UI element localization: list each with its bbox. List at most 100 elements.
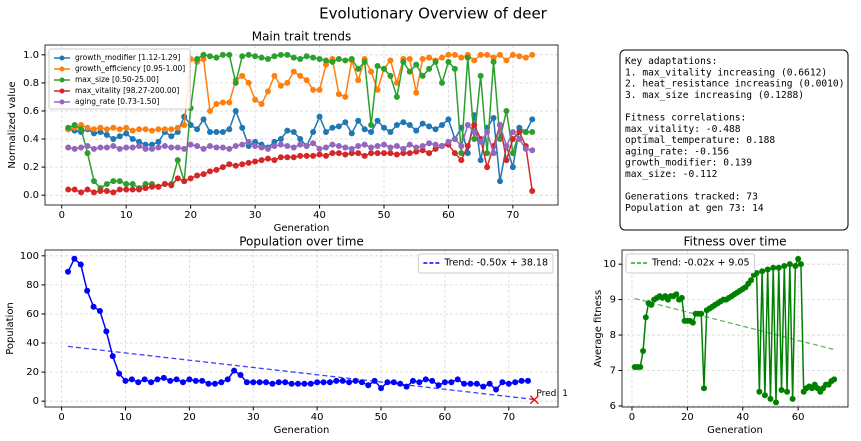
data-point [200, 56, 207, 63]
data-point [753, 270, 760, 277]
data-point [245, 79, 252, 86]
data-point [413, 144, 420, 151]
data-point [380, 65, 387, 72]
data-point [297, 152, 304, 159]
data-point [339, 377, 346, 384]
data-point [329, 124, 336, 131]
data-point [84, 186, 91, 193]
data-point [342, 144, 349, 151]
data-point [264, 145, 271, 152]
info-line: Population at gen 73: 14 [625, 203, 764, 214]
y-tick-label: 10 [603, 259, 616, 270]
data-point [135, 379, 142, 386]
data-point [400, 58, 407, 65]
data-point [275, 379, 282, 386]
y-tick-label: 20 [26, 367, 39, 378]
prediction-label: Pred: 1 [536, 389, 568, 399]
data-point [426, 123, 433, 130]
data-point [438, 143, 445, 150]
data-point [303, 152, 310, 159]
data-point [174, 129, 181, 136]
axes-frame [44, 249, 559, 408]
data-point [461, 380, 468, 387]
data-point [148, 145, 155, 152]
data-point [129, 144, 136, 151]
data-point [297, 141, 304, 148]
y-tick-label: 0.2 [23, 162, 39, 173]
data-point [335, 143, 342, 150]
data-point [355, 77, 362, 84]
data-point [237, 372, 244, 379]
data-point [290, 154, 297, 161]
data-point [368, 129, 375, 136]
y-tick-label: 0.8 [23, 78, 39, 89]
data-point [167, 377, 174, 384]
data-point [213, 144, 220, 151]
data-point [284, 154, 291, 161]
axes-frame [44, 44, 559, 206]
data-point [136, 138, 143, 145]
data-point [219, 99, 226, 106]
data-point [374, 117, 381, 124]
y-tick-label: 80 [26, 280, 39, 291]
data-point [529, 147, 536, 154]
data-point [365, 382, 372, 389]
data-point [326, 379, 333, 386]
data-point [316, 86, 323, 93]
x-axis-label: Generation [707, 425, 763, 436]
info-line: optimal_temperature: 0.188 [625, 135, 775, 146]
data-point [243, 379, 250, 386]
data-point [213, 166, 220, 173]
data-point [451, 51, 458, 58]
legend-box [625, 253, 756, 274]
data-point [129, 127, 136, 134]
data-point [368, 150, 375, 157]
data-point [795, 255, 802, 262]
y-axis-label: Average fitness [593, 290, 604, 367]
x-tick-label: 60 [442, 210, 455, 221]
data-point [767, 395, 774, 402]
data-point [194, 172, 201, 179]
data-point [400, 119, 407, 126]
data-point [419, 143, 426, 150]
data-point [406, 122, 413, 128]
data-point [529, 51, 536, 58]
data-point [213, 100, 220, 107]
data-point [490, 150, 497, 157]
data-point [503, 143, 510, 150]
data-point [200, 116, 207, 123]
data-point [355, 65, 362, 72]
info-line: Generations tracked: 73 [625, 192, 758, 203]
data-point [271, 157, 278, 164]
data-point [110, 143, 117, 150]
data-point [445, 138, 452, 145]
legend-label: aging_rate [0.73-1.50] [75, 97, 159, 106]
data-point [374, 86, 381, 93]
data-point [181, 145, 188, 152]
data-point [355, 143, 362, 150]
data-point [329, 58, 336, 65]
data-point [441, 379, 448, 386]
data-point [84, 143, 91, 150]
info-line: growth_modifier: 0.139 [625, 158, 752, 169]
axes-frame [621, 249, 849, 408]
legend-swatch-dot [59, 66, 65, 72]
data-point [288, 380, 295, 387]
data-point [393, 122, 400, 128]
data-point [200, 171, 207, 178]
data-point [316, 151, 323, 158]
data-point [161, 126, 168, 133]
data-point [264, 155, 271, 162]
x-tick-label: 60 [792, 412, 805, 423]
data-point [284, 79, 291, 86]
data-point [445, 51, 452, 58]
data-point [464, 122, 471, 128]
chart-title: Fitness over time [683, 235, 786, 249]
data-point [503, 157, 510, 164]
data-point [348, 150, 355, 157]
data-point [110, 124, 117, 131]
data-point [516, 53, 523, 60]
legend: Trend: -0.50x + 38.18 [417, 253, 554, 274]
data-point [252, 143, 259, 150]
x-tick-label: 10 [120, 210, 133, 221]
